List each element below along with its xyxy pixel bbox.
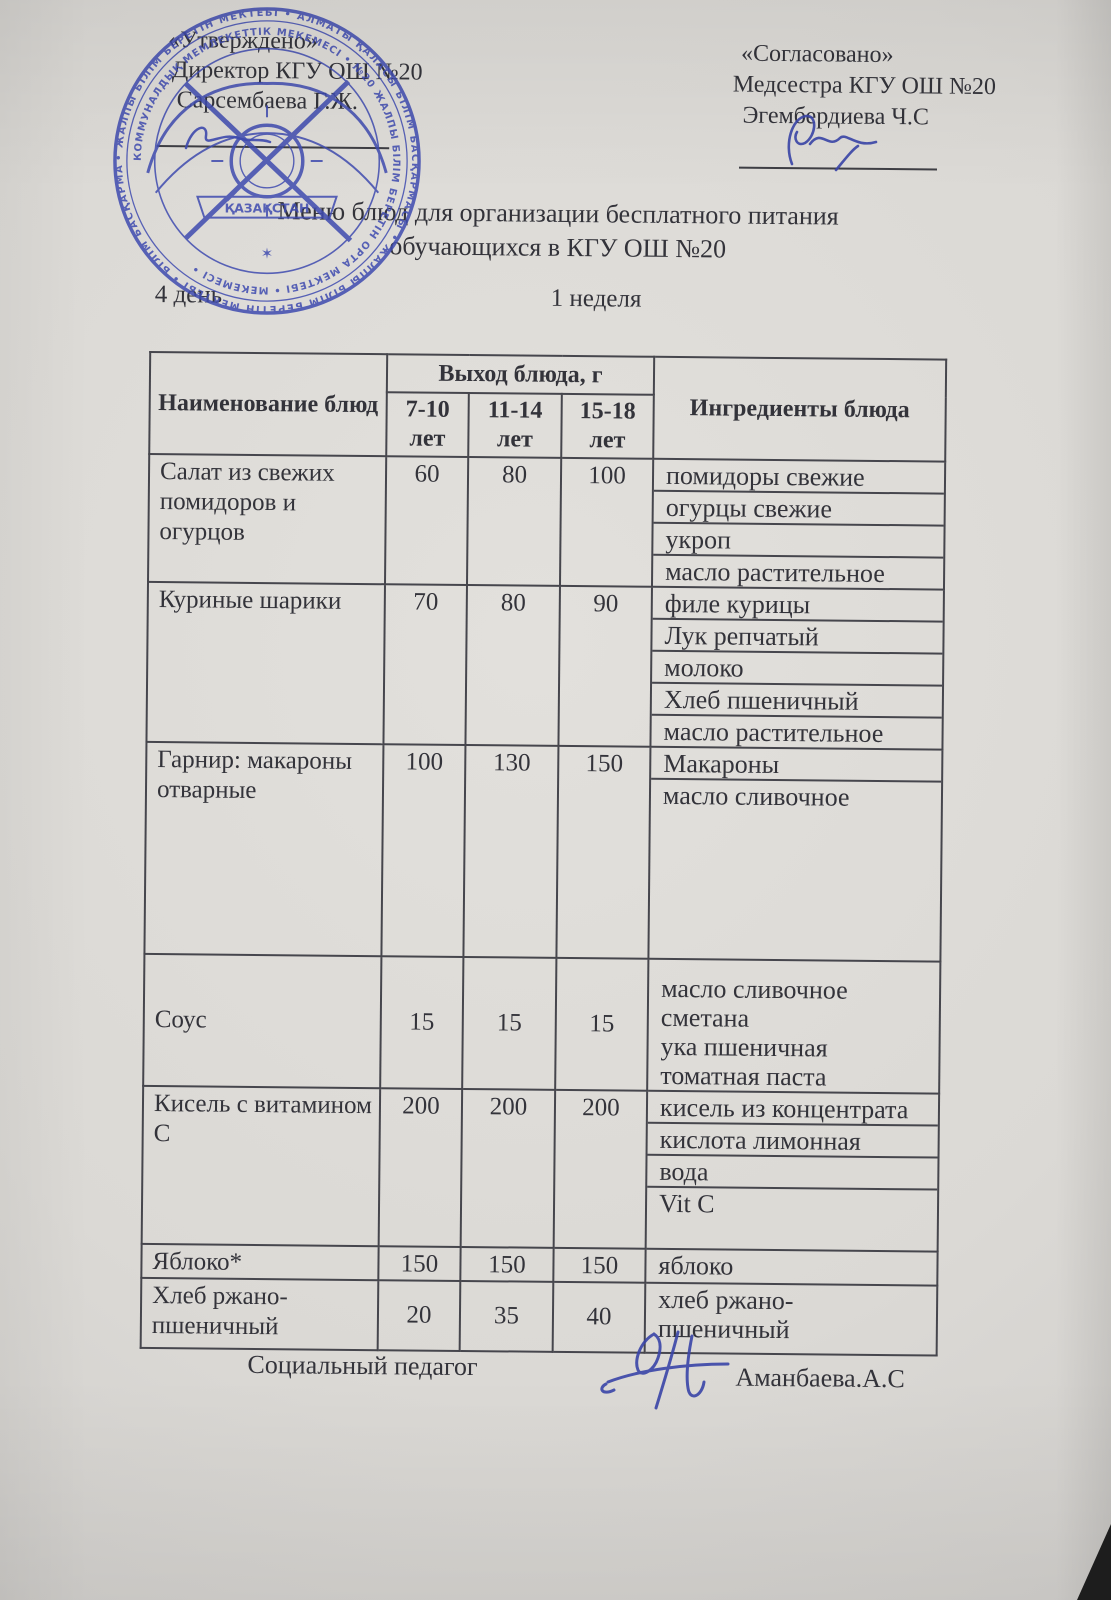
yield-value: 15 xyxy=(555,957,649,1091)
yield-value: 60 xyxy=(384,456,469,586)
table-row: Кисель с витамином С 200 200 200 кисель из к… xyxy=(141,1085,940,1252)
yield-value: 70 xyxy=(383,584,467,746)
ingredients-cell: яблоко xyxy=(645,1248,938,1286)
ingredient: яблоко xyxy=(658,1250,734,1281)
dish-name: Гарнир: макароны отварные xyxy=(144,741,384,957)
ingredient: кисель из концентрата xyxy=(647,1091,939,1127)
pedagogue-signature xyxy=(600,1330,730,1410)
ingredient: Лук репчатый xyxy=(652,619,943,655)
yield-value: 80 xyxy=(466,457,562,586)
menu-table: Наименование блюд Выход блюда, г Ингреди… xyxy=(140,351,948,1357)
col-header-ingredients: Ингредиенты блюда xyxy=(653,356,947,462)
ingredient: сметана xyxy=(660,1002,750,1033)
dish-name: Салат из свежих помидоров и огурцов xyxy=(148,453,387,585)
dish-name: Куриные шарики xyxy=(146,581,385,745)
footer-name: Аманбаева.А.С xyxy=(735,1362,905,1394)
yield-value: 150 xyxy=(460,1246,554,1282)
yield-value: 20 xyxy=(377,1280,461,1351)
nurse-signature xyxy=(787,114,878,172)
table-row: Хлеб ржано-пшеничный 20 35 40 хлеб ржано-пше… xyxy=(140,1277,938,1356)
ingredient: кислота лимонная xyxy=(647,1123,938,1159)
yield-value: 90 xyxy=(558,585,653,747)
menu-table-body: Салат из свежих помидоров и огурцов 60 80 1… xyxy=(140,453,946,1356)
yield-value: 100 xyxy=(559,457,654,587)
round-stamp: • ЖАЛПЫ БІЛІМ БЕРЕТІН МЕКТЕБІ • АЛМАТЫ Қ… xyxy=(108,2,421,315)
yield-value: 200 xyxy=(553,1089,648,1249)
ingredient: масло сливочное xyxy=(661,973,848,1005)
col-header-yield: Выход блюда, г xyxy=(386,354,655,395)
ingredient: Vit C xyxy=(658,1188,715,1219)
table-row: Куриные шарики 70 80 90 филе курицы Лук репча… xyxy=(146,581,945,750)
ingredients-cell: помидоры свежие огурцы свежие укроп масло р… xyxy=(652,458,946,590)
col-header-age-3: 15-18 лет xyxy=(561,393,654,459)
ingredient: масло растительное xyxy=(663,716,884,749)
ingredient: помидоры свежие xyxy=(653,459,945,495)
ingredient: Хлеб пшеничный xyxy=(651,683,943,719)
yield-value: 150 xyxy=(556,745,651,959)
stamp-star-icon: ✶ xyxy=(261,244,273,262)
dish-name: Яблоко* xyxy=(141,1243,379,1281)
ingredient: вода xyxy=(647,1155,938,1191)
yield-value: 150 xyxy=(378,1246,461,1281)
ingredients-cell: филе курицы Лук репчатый молоко Хлеб пшенич… xyxy=(650,586,945,750)
yield-value: 15 xyxy=(380,956,464,1089)
ingredients-cell: масло сливочное сметана ука пшеничная томат… xyxy=(647,958,941,1094)
agreed-label: «Согласовано» xyxy=(740,40,894,69)
yield-value: 35 xyxy=(459,1280,554,1352)
table-row: Салат из свежих помидоров и огурцов 60 80 1… xyxy=(148,453,946,590)
agreed-role: Медсестра КГУ ОШ №20 xyxy=(732,71,997,101)
ingredient: томатная паста xyxy=(660,1060,827,1092)
dish-name: Хлеб ржано-пшеничный xyxy=(140,1277,379,1351)
ingredient: масло растительное xyxy=(665,556,885,589)
menu-table-header: Наименование блюд Выход блюда, г Ингреди… xyxy=(149,351,947,462)
yield-value: 100 xyxy=(381,744,466,957)
ingredient: филе курицы xyxy=(652,587,943,623)
yield-value: 150 xyxy=(553,1247,646,1283)
ingredient: ука пшеничная xyxy=(660,1031,828,1063)
yield-value: 200 xyxy=(460,1088,556,1248)
table-row: Соус 15 15 15 масло сливочное сметана ука пшен… xyxy=(143,953,941,1094)
yield-value: 200 xyxy=(378,1088,463,1247)
stamp-center-text: ҚАЗАҚСТАН xyxy=(225,201,310,216)
ingredients-cell: Макароны масло сливочное xyxy=(648,746,943,962)
ingredient: Макароны xyxy=(651,747,942,783)
ingredient: укроп xyxy=(653,523,944,559)
dish-name: Кисель с витамином С xyxy=(141,1085,381,1247)
dish-name: Соус xyxy=(143,953,382,1089)
col-header-age-2: 11-14 лет xyxy=(468,393,562,458)
ingredients-cell: кисель из концентрата кислота лимонная вод… xyxy=(645,1090,940,1252)
ingredient: масло сливочное xyxy=(662,780,850,812)
table-row: Гарнир: макароны отварные 100 130 150 Макаро… xyxy=(144,741,943,962)
ingredient: огурцы свежие xyxy=(653,491,944,527)
footer-role: Социальный педагог xyxy=(247,1349,478,1382)
col-header-name: Наименование блюд xyxy=(149,351,388,457)
yield-value: 15 xyxy=(462,956,557,1090)
director-signature xyxy=(184,126,272,150)
week-label: 1 неделя xyxy=(550,284,642,313)
yield-value: 130 xyxy=(463,745,559,958)
yield-value: 80 xyxy=(465,585,560,746)
col-header-age-1: 7-10 лет xyxy=(386,392,469,458)
ingredient: молоко xyxy=(652,651,943,687)
